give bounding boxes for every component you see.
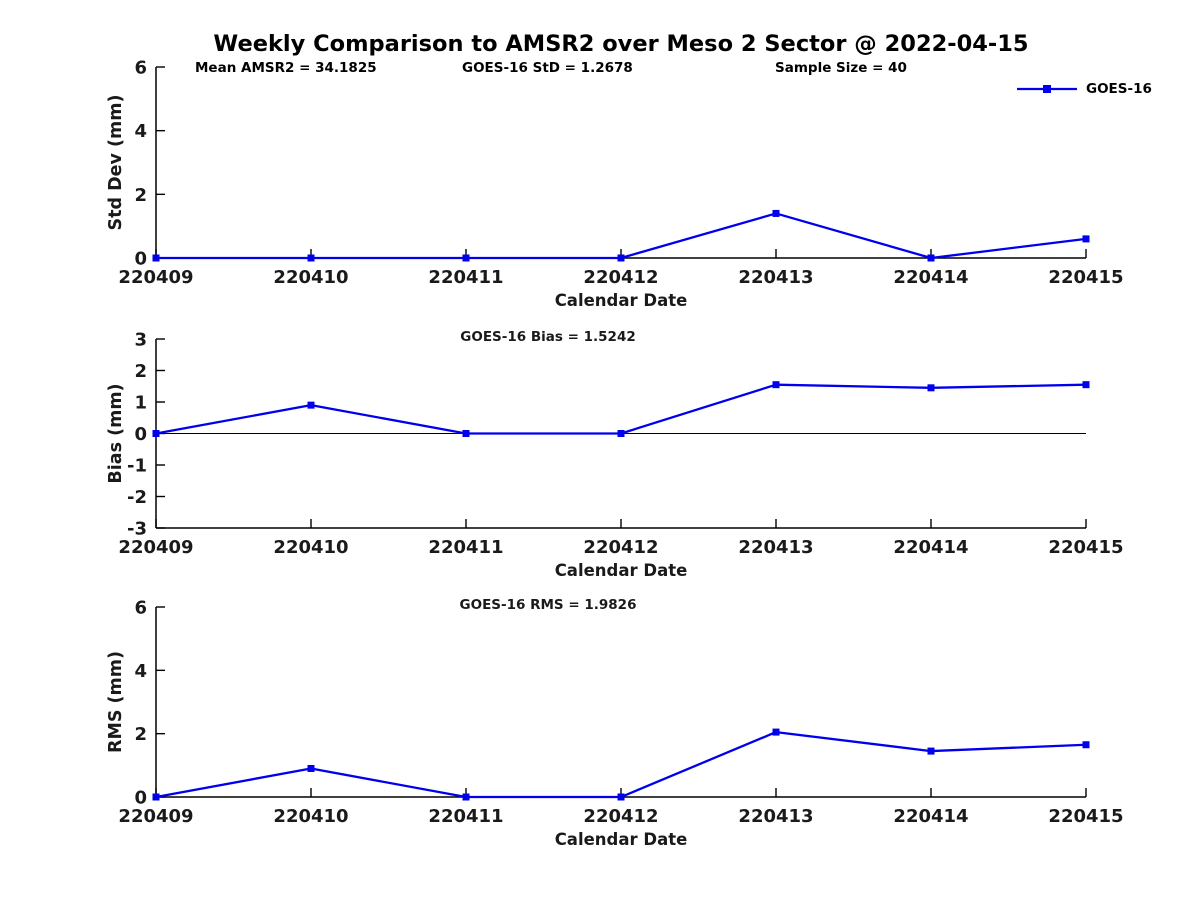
subplot-3-marker xyxy=(927,747,935,755)
subplot-2-x-tick-label: 220411 xyxy=(428,537,503,558)
subplot-1-x-tick-label: 220414 xyxy=(893,267,968,288)
subplot-2-marker xyxy=(927,384,935,392)
subplot-1-marker xyxy=(617,254,625,262)
subplot-3-y-tick-label: 0 xyxy=(134,788,147,809)
subplot-3-marker xyxy=(462,793,470,801)
subplot-3-marker xyxy=(1082,741,1090,749)
subplot-1-y-tick-label: 4 xyxy=(134,121,147,142)
subplot-3-x-tick-label: 220410 xyxy=(273,806,348,827)
subplot-3-x-tick-label: 220411 xyxy=(428,806,503,827)
subplot-3-y-axis-label: RMS (mm) xyxy=(106,651,126,753)
subplot-2-x-tick-label: 220413 xyxy=(738,537,813,558)
subplot-1-x-tick-label: 220412 xyxy=(583,267,658,288)
figure-title: Weekly Comparison to AMSR2 over Meso 2 S… xyxy=(213,31,1029,57)
subplot-1-y-tick-label: 2 xyxy=(134,185,147,206)
subplot-1-y-axis-label: Std Dev (mm) xyxy=(106,95,126,231)
subplot-1-marker xyxy=(307,254,315,262)
subplot-3-y-tick-label: 2 xyxy=(134,724,147,745)
subplot-1-y-tick-label: 6 xyxy=(134,58,147,79)
legend: GOES-16 xyxy=(1016,81,1152,97)
subplot-2-x-tick-label: 220415 xyxy=(1048,537,1123,558)
subplot-2-y-axis-label: Bias (mm) xyxy=(106,383,126,483)
subplot-2-x-tick-label: 220409 xyxy=(118,537,193,558)
subplot-3-x-tick-label: 220415 xyxy=(1048,806,1123,827)
annotation-goes16-std: GOES-16 StD = 1.2678 xyxy=(462,60,633,76)
subplot-2-marker xyxy=(772,381,780,389)
subplot-2-y-tick-label: 1 xyxy=(134,393,147,414)
subplot-3-marker xyxy=(617,793,625,801)
subplot-2-marker xyxy=(307,401,315,409)
subplot-2-y-tick-label: 0 xyxy=(134,424,147,445)
subplot-3-y-tick-label: 6 xyxy=(134,598,147,619)
subplot-2-y-tick-label: 3 xyxy=(134,330,147,351)
subplot-1-x-tick-label: 220411 xyxy=(428,267,503,288)
subplot-3-x-tick-label: 220409 xyxy=(118,806,193,827)
subplot-2-line-GOES-16 xyxy=(155,383,1087,435)
subplot-1-x-tick-label: 220410 xyxy=(273,267,348,288)
subplot-1-y-tick-label: 0 xyxy=(134,249,147,270)
subplot-2-x-tick-label: 220412 xyxy=(583,537,658,558)
subplot-3-y-tick-label: 4 xyxy=(134,661,147,682)
subplot-1-x-tick-label: 220415 xyxy=(1048,267,1123,288)
subplot-2-x-tick-label: 220410 xyxy=(273,537,348,558)
subplot-3-marker xyxy=(152,793,160,801)
subplot-2-y-tick-label: -1 xyxy=(127,456,147,477)
subplot-3-x-tick-label: 220413 xyxy=(738,806,813,827)
subplot-1-marker xyxy=(462,254,470,262)
subplot-1-marker xyxy=(1082,235,1090,243)
subplot-1-marker xyxy=(152,254,160,262)
subplot-1-x-tick-label: 220413 xyxy=(738,267,813,288)
subplot-3-marker xyxy=(772,728,780,736)
legend-label: GOES-16 xyxy=(1086,81,1152,97)
subplot-2-y-tick-label: -3 xyxy=(127,519,147,540)
subplot-3-x-tick-label: 220414 xyxy=(893,806,968,827)
subplot-2-x-axis-label: Calendar Date xyxy=(555,561,688,580)
subplot-2-marker xyxy=(152,430,160,437)
subplot-2-marker xyxy=(462,430,470,437)
annotation-mean-amsr2: Mean AMSR2 = 34.1825 xyxy=(195,60,377,76)
subplot-2-marker xyxy=(1082,381,1090,389)
subplot-1-marker xyxy=(772,209,780,217)
subplot-2-marker xyxy=(617,430,625,437)
subplot-3-x-axis-label: Calendar Date xyxy=(555,830,688,849)
subplot-3-marker xyxy=(307,765,315,772)
subplot-3-line-GOES-16 xyxy=(155,730,1087,799)
subplot-3-title: GOES-16 RMS = 1.9826 xyxy=(460,597,637,613)
subplot-1-x-axis-label: Calendar Date xyxy=(555,291,688,310)
annotation-sample-size: Sample Size = 40 xyxy=(775,60,907,76)
subplot-2-x-tick-label: 220414 xyxy=(893,537,968,558)
subplot-2-y-tick-label: 2 xyxy=(134,361,147,382)
subplot-3-x-tick-label: 220412 xyxy=(583,806,658,827)
subplot-2-title: GOES-16 Bias = 1.5242 xyxy=(460,329,635,345)
subplot-1-x-tick-label: 220409 xyxy=(118,267,193,288)
subplot-1-marker xyxy=(927,254,935,262)
legend-line-marker-icon xyxy=(1017,85,1077,93)
subplot-2-y-tick-label: -2 xyxy=(127,487,147,508)
